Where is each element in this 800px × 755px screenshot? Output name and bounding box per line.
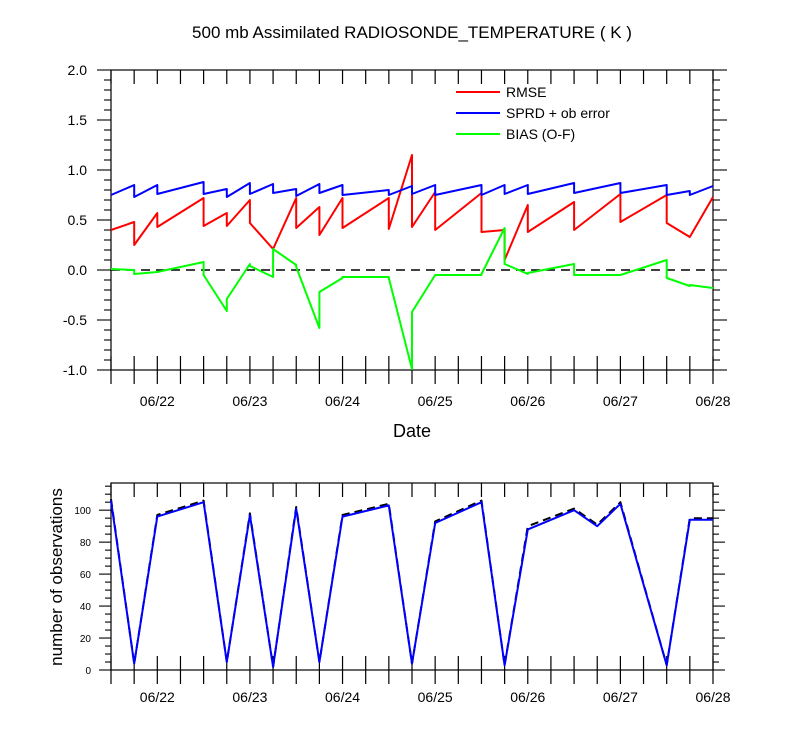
x-tick-label: 06/27 xyxy=(603,689,638,705)
y-tick-label: 100 xyxy=(74,506,91,517)
y-tick-label: 0.0 xyxy=(68,262,88,278)
bottom-axis-ticks: 06/22 06/23 06/24 06/25 06/26 06/27 06/28 0 20 40… xyxy=(74,483,731,705)
legend-item-sprd: SPRD + ob error xyxy=(456,105,610,121)
top-series-group xyxy=(110,154,714,370)
legend-item-bias: BIAS (O-F) xyxy=(456,126,575,142)
legend: RMSE SPRD + ob error BIAS (O-F) xyxy=(456,84,610,142)
x-tick-label: 06/23 xyxy=(232,689,267,705)
chart-title: 500 mb Assimilated RADIOSONDE_TEMPERATUR… xyxy=(192,23,632,42)
y-tick-label: 40 xyxy=(80,602,92,613)
x-tick-label: 06/22 xyxy=(140,689,175,705)
x-tick-label: 06/28 xyxy=(695,689,730,705)
rmse-line xyxy=(110,154,714,261)
y-tick-label: 0 xyxy=(85,666,91,677)
y-tick-label: 1.5 xyxy=(68,112,88,128)
y-tick-label: 1.0 xyxy=(68,162,88,178)
bottom-series-group xyxy=(110,498,713,668)
bottom-panel: 06/22 06/23 06/24 06/25 06/26 06/27 06/28 0 20 40… xyxy=(47,482,731,705)
y-axis-title-observations: number of observations xyxy=(47,488,66,666)
x-tick-label: 06/24 xyxy=(325,393,360,409)
y-tick-label: 80 xyxy=(80,538,92,549)
top-axis-ticks: 06/22 06/23 06/24 06/25 06/26 06/27 06/28 -1.0 -… xyxy=(63,62,731,409)
x-tick-label: 06/27 xyxy=(603,393,638,409)
x-tick-label: 06/28 xyxy=(695,393,730,409)
legend-label: SPRD + ob error xyxy=(506,105,610,121)
legend-item-rmse: RMSE xyxy=(456,84,546,100)
y-tick-label: 60 xyxy=(80,570,92,581)
x-tick-label: 06/23 xyxy=(232,393,267,409)
x-tick-label: 06/26 xyxy=(510,393,545,409)
legend-label: BIAS (O-F) xyxy=(506,126,575,142)
x-tick-label: 06/24 xyxy=(325,689,360,705)
obs-possible-line xyxy=(110,498,713,668)
obs-used-line xyxy=(110,500,713,668)
sprd-line xyxy=(110,181,714,198)
x-tick-label: 06/26 xyxy=(510,689,545,705)
x-tick-label: 06/25 xyxy=(418,393,453,409)
top-panel: 06/22 06/23 06/24 06/25 06/26 06/27 06/28 -1.0 -… xyxy=(63,62,731,441)
x-axis-title: Date xyxy=(393,421,431,441)
y-tick-label: -0.5 xyxy=(63,312,87,328)
y-tick-label: 2.0 xyxy=(68,62,88,78)
bias-line xyxy=(110,227,714,370)
x-tick-label: 06/25 xyxy=(418,689,453,705)
y-tick-label: 0.5 xyxy=(68,212,88,228)
legend-label: RMSE xyxy=(506,84,546,100)
y-tick-label: 20 xyxy=(80,634,92,645)
y-tick-label: -1.0 xyxy=(63,362,87,378)
x-tick-label: 06/22 xyxy=(140,393,175,409)
